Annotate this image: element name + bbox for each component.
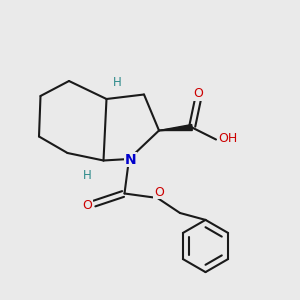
Text: O: O <box>154 185 164 199</box>
Text: N: N <box>125 153 136 166</box>
Text: H: H <box>113 76 122 89</box>
Polygon shape <box>159 124 192 130</box>
Text: O: O <box>83 199 92 212</box>
Text: OH: OH <box>218 131 237 145</box>
Text: H: H <box>82 169 91 182</box>
Text: O: O <box>193 87 203 100</box>
